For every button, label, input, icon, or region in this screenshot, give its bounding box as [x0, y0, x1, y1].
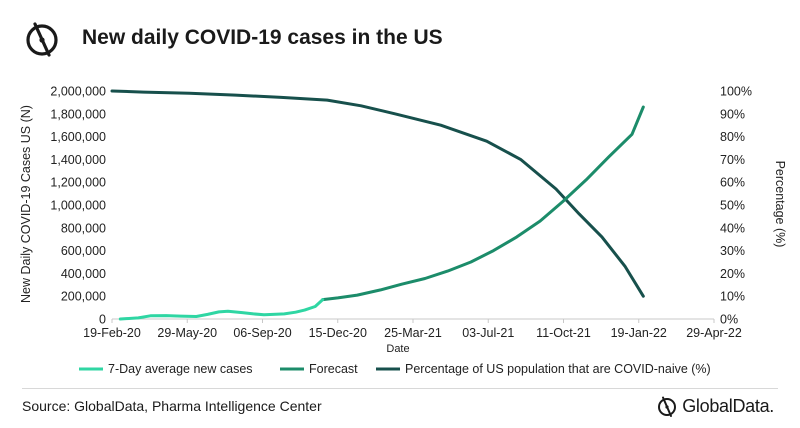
series-layer [110, 89, 645, 321]
axes-layer [111, 318, 715, 323]
brand-name: GlobalData. [682, 395, 774, 416]
chart-header: New daily COVID-19 cases in the US [22, 14, 443, 62]
x-tick-label: 06-Sep-20 [233, 326, 291, 340]
y-tick-label: 1,400,000 [50, 153, 106, 167]
y2-tick-label: 0% [720, 313, 738, 327]
y2-tick-label: 30% [720, 244, 745, 258]
source-note: Source: GlobalData, Pharma Intelligence … [22, 398, 322, 414]
y2-tick-label: 80% [720, 130, 745, 144]
x-tick-label: 11-Oct-21 [536, 326, 591, 340]
y-tick-label: 2,000,000 [50, 85, 106, 99]
y2-axis-label: Percentage (%) [773, 161, 787, 248]
tick-labels-layer: 0 200,000 400,000 600,000 800,000 1,000,000 1,… [50, 85, 752, 341]
y2-tick-label: 90% [720, 107, 745, 121]
y-tick-label: 600,000 [61, 244, 106, 258]
y-axis-label: New Daily COVID-19 Cases US (N) [19, 105, 33, 303]
y-tick-label: 1,000,000 [50, 199, 106, 213]
globaldata-brand-icon [658, 396, 677, 417]
y-tick-label: 1,200,000 [50, 176, 106, 190]
x-tick-label: 19-Jan-22 [611, 326, 667, 340]
x-tick-label: 29-Apr-22 [686, 326, 742, 340]
x-tick-label: 03-Jul-21 [462, 326, 514, 340]
x-tick-label: 25-Mar-21 [384, 326, 442, 340]
y-tick-label: 400,000 [61, 267, 106, 281]
globaldata-logo-icon [26, 22, 58, 57]
y2-tick-label: 10% [720, 290, 745, 304]
y2-tick-label: 100% [720, 85, 752, 99]
x-tick-label: 15-Dec-20 [309, 326, 367, 340]
y-tick-label: 800,000 [61, 221, 106, 235]
series-forecast-line [321, 105, 645, 302]
y-tick-label: 1,600,000 [50, 130, 106, 144]
y2-tick-label: 60% [720, 176, 745, 190]
series-7day-average-line [118, 298, 325, 321]
y2-tick-label: 70% [720, 153, 745, 167]
footer-divider [22, 388, 778, 389]
brand-logo: GlobalData. [655, 394, 774, 418]
chart-title: New daily COVID-19 cases in the US [82, 26, 443, 49]
y-tick-label: 1,800,000 [50, 107, 106, 121]
x-tick-label: 19-Feb-20 [83, 326, 141, 340]
legend-label-naive: Percentage of US population that are COV… [405, 362, 711, 376]
y2-tick-label: 20% [720, 267, 745, 281]
x-tick-label: 29-May-20 [157, 326, 217, 340]
x-axis-label: Date [386, 343, 409, 355]
legend-label-actual: 7-Day average new cases [108, 362, 253, 376]
y-tick-label: 200,000 [61, 290, 106, 304]
y-tick-label: 0 [99, 313, 106, 327]
legend: 7-Day average new cases Forecast Percent… [79, 362, 711, 376]
y2-tick-label: 40% [720, 221, 745, 235]
y2-tick-label: 50% [720, 199, 745, 213]
legend-label-forecast: Forecast [309, 362, 358, 376]
series-covid-naive-line [110, 89, 645, 298]
